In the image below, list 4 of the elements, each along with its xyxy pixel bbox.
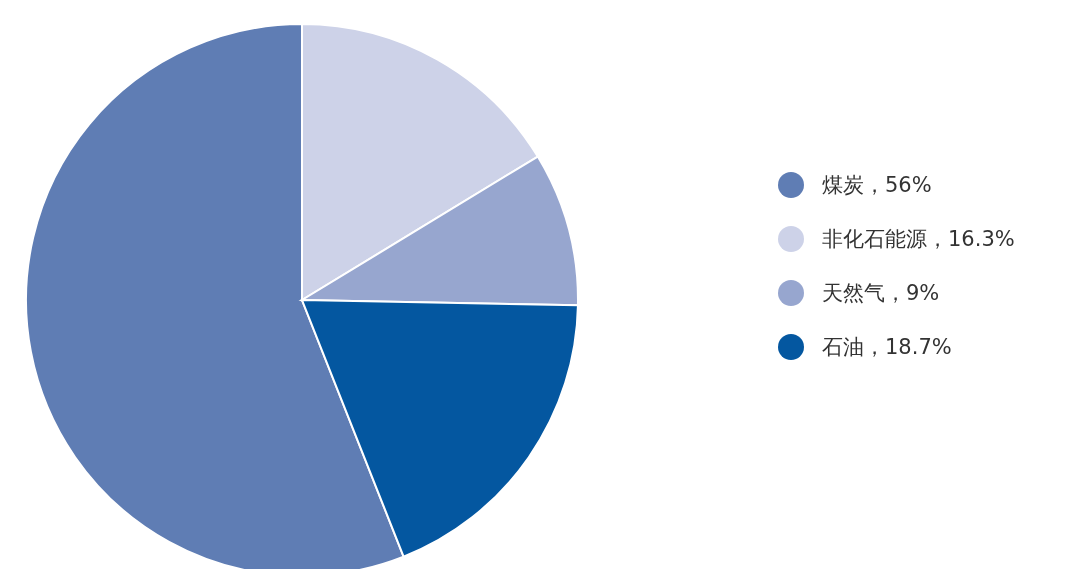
legend-label: 非化石能源，16.3% xyxy=(822,226,1015,253)
legend-label: 煤炭，56% xyxy=(822,172,932,199)
legend-label: 天然气，9% xyxy=(822,280,940,307)
legend-label: 石油，18.7% xyxy=(822,334,952,361)
